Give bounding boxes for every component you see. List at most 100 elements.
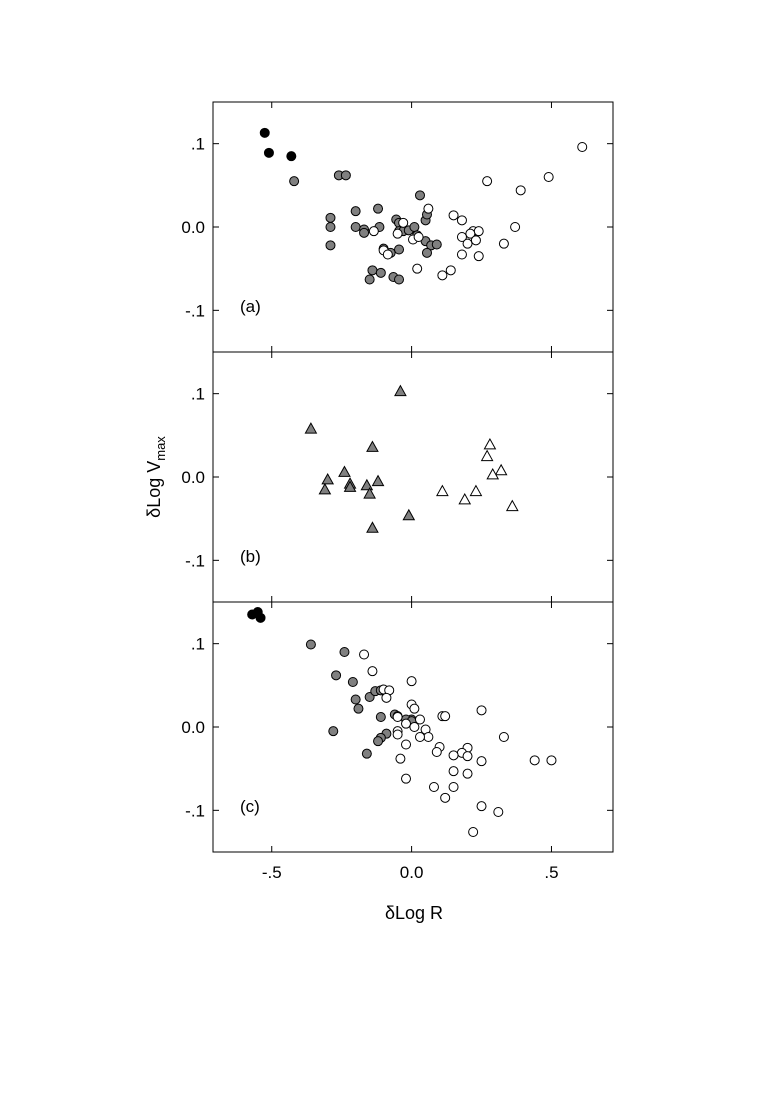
- data-point-triangle: [371, 474, 385, 487]
- data-point-triangle: [321, 472, 335, 485]
- data-point-circle: [392, 712, 403, 722]
- panel-label: (b): [240, 547, 261, 566]
- y-tick-label: .1: [191, 135, 205, 154]
- data-point-circle: [577, 142, 588, 152]
- data-point-circle: [440, 711, 451, 722]
- data-point-circle: [392, 228, 403, 239]
- y-tick-label: -.1: [185, 301, 205, 320]
- data-point-circle: [368, 226, 379, 237]
- data-point-circle: [473, 226, 484, 237]
- data-point-circle: [375, 712, 386, 722]
- data-point-circle: [350, 694, 361, 705]
- data-point-circle: [350, 206, 361, 217]
- y-axis-title-subscript: max: [153, 436, 168, 461]
- data-point-circle: [263, 147, 274, 158]
- data-point-circle: [428, 782, 439, 792]
- data-point-circle: [373, 203, 384, 214]
- data-point-circle: [515, 185, 526, 196]
- data-point-circle: [498, 732, 509, 742]
- data-point-circle: [325, 240, 336, 251]
- data-point-circle: [448, 210, 459, 221]
- data-point-circle: [456, 232, 467, 242]
- data-point-circle: [462, 751, 473, 762]
- y-tick-label: -.1: [185, 801, 205, 820]
- data-point-circle: [340, 170, 351, 181]
- data-point-circle: [255, 612, 266, 623]
- data-point-circle: [546, 755, 557, 766]
- data-point-circle: [305, 639, 316, 650]
- data-point-triangle: [469, 484, 483, 497]
- data-point-circle: [510, 222, 521, 232]
- data-point-circle: [331, 670, 342, 681]
- y-tick-label: -.1: [185, 551, 205, 570]
- y-tick-label: .1: [191, 385, 205, 404]
- data-point-triangle: [304, 422, 318, 434]
- data-point-circle: [259, 127, 270, 138]
- data-point-circle: [364, 274, 375, 285]
- data-point-circle: [529, 755, 540, 766]
- data-point-circle: [473, 251, 484, 262]
- data-point-circle: [462, 238, 473, 249]
- data-point-triangle: [483, 437, 497, 450]
- data-point-circle: [394, 274, 405, 285]
- data-point-circle: [367, 265, 378, 276]
- data-point-triangle: [394, 384, 407, 397]
- data-point-triangle: [318, 482, 332, 495]
- data-point-triangle: [494, 463, 508, 476]
- data-point-circle: [394, 244, 405, 255]
- y-tick-label: 0.0: [181, 218, 205, 237]
- panel-label: (a): [240, 297, 261, 316]
- x-tick-label: .5: [544, 863, 558, 882]
- data-point-circle: [543, 172, 554, 182]
- data-point-circle: [406, 676, 417, 687]
- data-point-circle: [482, 176, 493, 187]
- data-point-circle: [361, 748, 372, 759]
- data-point-circle: [401, 739, 412, 750]
- data-point-circle: [462, 768, 473, 779]
- data-point-triangle: [360, 478, 374, 491]
- data-point-circle: [445, 265, 456, 276]
- data-point-circle: [440, 792, 451, 803]
- y-tick-label: 0.0: [181, 468, 205, 487]
- data-point-circle: [401, 773, 412, 784]
- panel-label: (c): [240, 797, 260, 816]
- data-point-circle: [373, 736, 384, 747]
- data-point-circle: [476, 705, 487, 716]
- data-point-circle: [413, 232, 424, 242]
- data-point-circle: [412, 263, 423, 274]
- y-tick-label: 0.0: [181, 718, 205, 737]
- data-point-triangle: [436, 484, 449, 497]
- panel-2: .1 0.0 -.1 -.5 0.0 .5 (c): [181, 601, 614, 882]
- data-point-circle: [350, 222, 361, 232]
- data-point-circle: [392, 729, 403, 740]
- data-point-circle: [409, 222, 420, 232]
- panel-0: .1 0.0 -.1 (a): [181, 101, 614, 353]
- panels-group: .1 0.0 -.1 (a) .1 0.0 -.1 (b) .1 0.0 -.1 -.5 0.0 .5 (c…: [181, 101, 614, 882]
- data-point-circle: [353, 703, 364, 714]
- data-point-triangle: [363, 487, 376, 499]
- data-point-circle: [476, 801, 487, 812]
- data-point-circle: [414, 732, 425, 742]
- data-point-circle: [367, 666, 378, 677]
- data-point-circle: [423, 732, 434, 742]
- data-point-triangle: [458, 492, 472, 505]
- data-point-circle: [398, 217, 409, 228]
- data-point-circle: [414, 190, 425, 201]
- panel-frame: [212, 351, 614, 603]
- data-point-circle: [423, 203, 434, 214]
- data-point-circle: [448, 750, 459, 761]
- data-point-circle: [347, 677, 358, 687]
- data-point-circle: [448, 766, 459, 777]
- data-point-circle: [381, 692, 392, 703]
- data-point-circle: [493, 807, 504, 817]
- data-point-circle: [339, 647, 350, 657]
- data-point-circle: [401, 718, 412, 729]
- x-axis-title: δLog R: [385, 903, 443, 923]
- data-point-triangle: [505, 499, 519, 512]
- data-point-circle: [448, 782, 459, 792]
- data-point-circle: [289, 176, 300, 187]
- data-point-circle: [468, 827, 479, 837]
- data-point-circle: [498, 238, 509, 249]
- data-point-triangle: [402, 508, 416, 521]
